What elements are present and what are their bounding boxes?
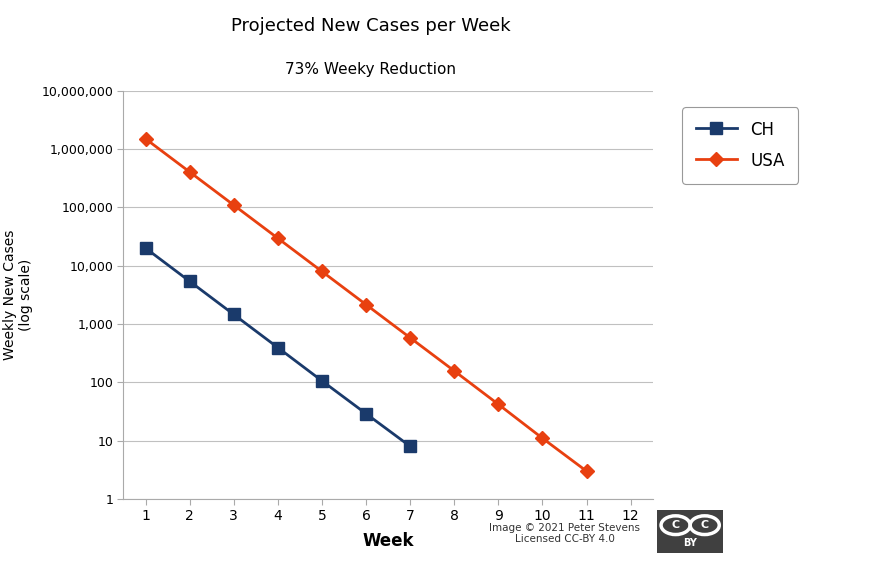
USA xyxy=(228,202,239,209)
CH xyxy=(184,278,195,285)
USA xyxy=(140,136,151,142)
CH xyxy=(317,378,327,384)
X-axis label: Week: Week xyxy=(363,532,414,550)
Line: CH: CH xyxy=(140,243,415,452)
Text: Image © 2021 Peter Stevens
Licensed CC-BY 4.0: Image © 2021 Peter Stevens Licensed CC-B… xyxy=(489,523,640,544)
USA xyxy=(581,468,592,475)
USA xyxy=(361,301,371,308)
Legend: CH, USA: CH, USA xyxy=(682,107,798,184)
USA xyxy=(184,168,195,175)
CH xyxy=(140,245,151,252)
CH xyxy=(228,311,239,318)
USA xyxy=(537,435,548,442)
USA xyxy=(405,335,415,341)
Text: Projected New Cases per Week: Projected New Cases per Week xyxy=(230,17,511,35)
CH xyxy=(273,344,283,351)
FancyBboxPatch shape xyxy=(655,509,725,554)
Text: C: C xyxy=(700,520,709,530)
USA xyxy=(449,367,460,374)
Text: C: C xyxy=(671,520,680,530)
Text: 73% Weeky Reduction: 73% Weeky Reduction xyxy=(285,62,456,77)
Text: BY: BY xyxy=(684,539,697,548)
Line: USA: USA xyxy=(140,134,592,476)
Y-axis label: Weekly New Cases
(log scale): Weekly New Cases (log scale) xyxy=(3,230,33,360)
CH xyxy=(361,411,371,417)
USA xyxy=(317,268,327,275)
USA xyxy=(493,401,504,408)
USA xyxy=(273,235,283,242)
CH xyxy=(405,443,415,450)
